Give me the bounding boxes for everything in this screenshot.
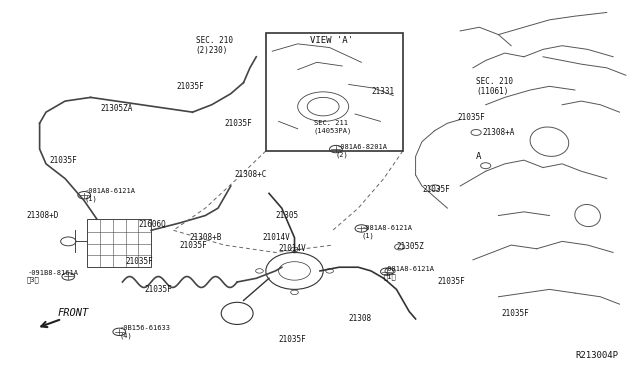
Text: 21035F: 21035F [145,285,173,294]
Circle shape [326,269,333,273]
Text: 21305Z: 21305Z [396,243,424,251]
Circle shape [291,247,298,252]
Text: 21308+A: 21308+A [483,128,515,137]
Text: FRONT: FRONT [58,308,89,318]
Text: ·081A8-6121A
(1): ·081A8-6121A (1) [84,189,135,202]
Bar [88,219,151,267]
Text: 21035F: 21035F [502,309,529,318]
Text: 21035F: 21035F [125,257,154,266]
Text: 21308+B: 21308+B [189,233,221,242]
Text: 21014V: 21014V [278,244,307,253]
Text: ·091B8-8161A
【3】: ·091B8-8161A 【3】 [27,270,78,283]
Text: 21035F: 21035F [457,113,484,122]
Text: 21308+C: 21308+C [234,170,266,179]
Text: 21305: 21305 [275,211,298,220]
Text: 21035F: 21035F [225,119,252,128]
Bar [266,33,403,151]
Circle shape [291,290,298,295]
Text: 21014V: 21014V [262,233,291,242]
Text: A: A [476,152,481,161]
Text: 21035F: 21035F [177,82,204,91]
Text: R213004P: R213004P [575,351,618,360]
Text: 21035F: 21035F [49,155,77,165]
Text: ·081A8-6121A
(1): ·081A8-6121A (1) [362,225,412,239]
Text: 21035F: 21035F [422,185,450,194]
Text: 21035F: 21035F [278,335,307,344]
Text: VIEW 'A': VIEW 'A' [310,36,353,45]
Text: 21035F: 21035F [180,241,207,250]
Text: 21308: 21308 [349,314,372,323]
Text: 21331: 21331 [371,87,394,96]
Text: 21305ZA: 21305ZA [100,104,132,113]
Text: ·081A8-6121A
【1】: ·081A8-6121A 【1】 [384,266,435,280]
Text: SEC. 210
(11061): SEC. 210 (11061) [476,77,513,96]
Text: 21606Q: 21606Q [138,220,166,229]
Text: ·081A6-8201A
(2): ·081A6-8201A (2) [336,144,387,158]
Circle shape [255,269,263,273]
Text: SEC. 211
(14053PA): SEC. 211 (14053PA) [314,120,352,134]
Text: 21035F: 21035F [438,278,466,286]
Text: ·0B156-61633
(4): ·0B156-61633 (4) [119,325,170,339]
Text: 21308+D: 21308+D [27,211,60,220]
Text: SEC. 210
(2)230): SEC. 210 (2)230) [196,36,233,55]
